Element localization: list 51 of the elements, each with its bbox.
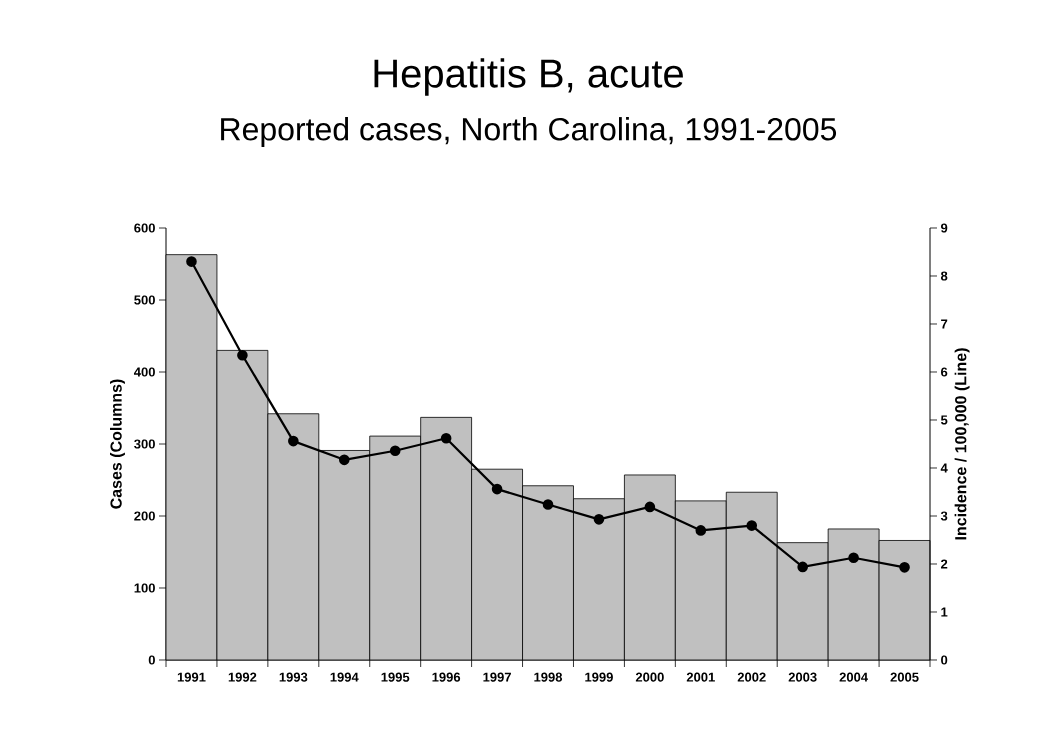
point — [797, 561, 808, 573]
y2-tick-label: 4 — [940, 463, 948, 473]
point — [338, 454, 350, 466]
point — [746, 520, 758, 531]
y-tick-label: 600 — [134, 223, 155, 233]
point — [288, 435, 299, 447]
x-tick-label: 1999 — [585, 672, 613, 682]
point — [237, 349, 248, 361]
x-tick-label: 1993 — [279, 672, 308, 682]
x-tick-label: 2000 — [635, 672, 664, 682]
y2-tick-label: 1 — [941, 607, 948, 617]
y2-tick-label: 6 — [941, 367, 948, 377]
x-tick-label: 2003 — [788, 672, 817, 682]
x-tick-label: 1994 — [330, 672, 359, 682]
chart-title: Hepatitis B, acute — [374, 58, 683, 96]
point — [542, 499, 554, 510]
point — [848, 552, 859, 564]
y2-tick-label: 5 — [940, 415, 948, 425]
y2-tick-label: 0 — [941, 655, 948, 665]
y-axis-title: Cases (Columns) — [110, 379, 125, 509]
point — [491, 483, 503, 495]
y2-tick-label: 3 — [940, 511, 948, 521]
y-tick-label: 500 — [134, 295, 155, 305]
x-tick-label: 2004 — [839, 672, 868, 682]
x-tick-label: 1995 — [381, 672, 410, 682]
x-tick-label: 1991 — [177, 672, 206, 682]
x-tick-label: 1996 — [432, 672, 461, 682]
point — [899, 562, 910, 573]
point — [593, 514, 605, 525]
y-tick-label: 400 — [133, 367, 155, 377]
y-tick-label: 300 — [134, 439, 155, 449]
x-tick-label: 1997 — [483, 672, 511, 682]
y-tick-label: 0 — [148, 655, 155, 665]
x-tick-label: 2005 — [890, 672, 919, 682]
point — [644, 501, 656, 513]
y-tick-label: 100 — [134, 583, 155, 593]
y2-tick-label: 9 — [941, 223, 948, 233]
y-tick-label: 200 — [134, 511, 155, 521]
point — [389, 445, 401, 457]
x-tick-label: 2002 — [737, 672, 766, 682]
x-tick-label: 1998 — [534, 672, 563, 682]
y2-tick-label: 2 — [941, 559, 948, 569]
x-tick-label: 1992 — [228, 672, 257, 682]
point — [186, 256, 197, 267]
y2-tick-label: 8 — [940, 271, 948, 281]
y2-tick-label: 7 — [941, 319, 948, 329]
point — [440, 432, 452, 444]
x-tick-label: 2001 — [686, 672, 715, 682]
chart-subtitle: Reported cases, North Carolina, 1991-2005 — [221, 117, 837, 147]
y2-axis-title: Incidence / 100,000 (Line) — [954, 348, 970, 540]
point — [695, 525, 707, 536]
